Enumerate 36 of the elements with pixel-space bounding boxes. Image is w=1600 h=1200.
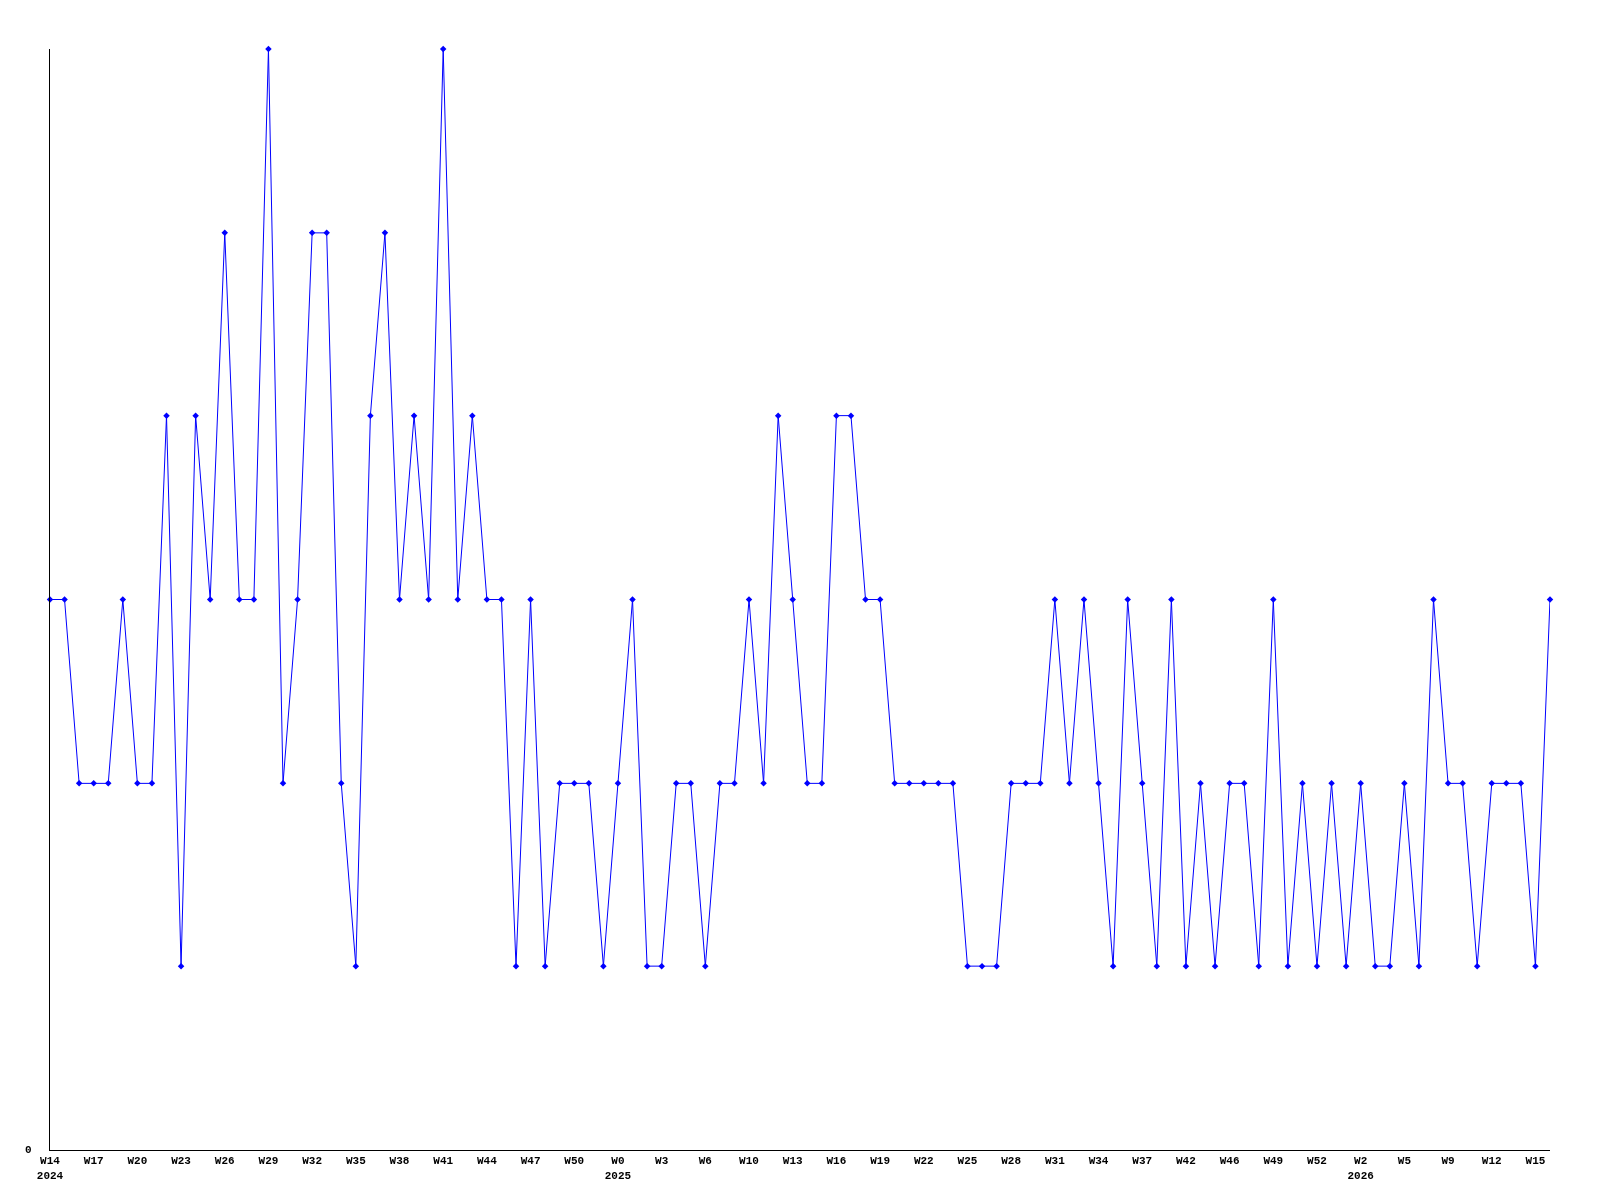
x-tick-label: W37: [1132, 1155, 1153, 1168]
x-tick-label: W44: [476, 1155, 498, 1168]
x-tick-label: W17: [83, 1155, 104, 1168]
x-tick-label: W3: [655, 1155, 669, 1168]
x-tick-label: W38: [389, 1155, 410, 1168]
x-tick-label: W46: [1219, 1155, 1240, 1168]
x-tick-label: W29: [258, 1155, 279, 1168]
x-tick-label: W32: [302, 1155, 323, 1168]
x-tick-label: W13: [782, 1155, 804, 1168]
x-tick-label: W41: [433, 1155, 454, 1168]
x-tick-label: W15: [1525, 1155, 1546, 1168]
x-tick-label: W52: [1307, 1155, 1327, 1168]
x-tick-label: W50: [564, 1155, 585, 1168]
x-tick-label: W19: [870, 1155, 891, 1168]
x-tick-label: W6: [698, 1155, 712, 1168]
x-tick-label: W5: [1397, 1155, 1412, 1168]
x-tick-label: W10: [739, 1155, 759, 1168]
x-tick-label: W31: [1044, 1155, 1066, 1168]
x-tick-label: W14 2024: [36, 1155, 64, 1182]
x-tick-label: W9: [1441, 1155, 1455, 1168]
x-tick-label: W49: [1263, 1155, 1284, 1168]
x-tick-label: W22: [913, 1155, 934, 1168]
x-tick-label: W0 2025: [604, 1155, 632, 1182]
x-tick-label: W25: [957, 1155, 978, 1168]
x-tick-label: W28: [1001, 1155, 1022, 1168]
x-tick-label: W34: [1088, 1155, 1109, 1168]
x-tick-label: W16: [826, 1155, 847, 1168]
x-tick-label: W42: [1176, 1155, 1196, 1168]
x-tick-label: W2 2026: [1347, 1155, 1374, 1182]
x-tick-label: W47: [520, 1155, 541, 1168]
x-tick-label: W20: [127, 1155, 148, 1168]
x-tick-label: W35: [345, 1155, 367, 1168]
text: 0: [25, 1144, 32, 1156]
x-tick-label: W23: [171, 1155, 192, 1168]
x-tick-label: W26: [214, 1155, 235, 1168]
x-tick-label: W12: [1481, 1155, 1502, 1168]
